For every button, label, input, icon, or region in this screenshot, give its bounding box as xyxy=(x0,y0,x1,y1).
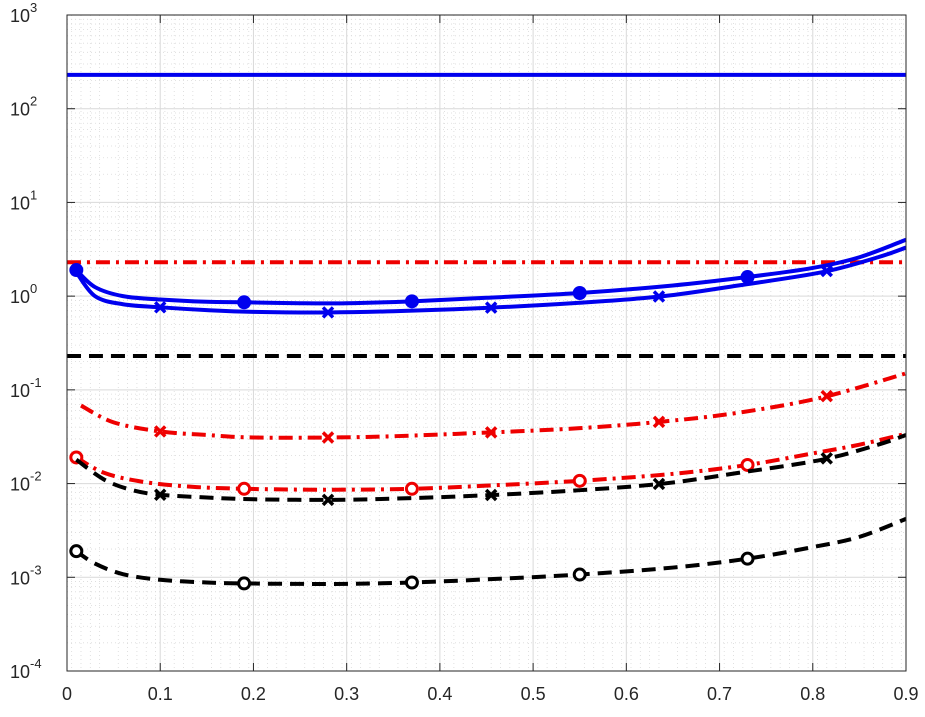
series-red-dashdot-circle-open xyxy=(69,431,907,496)
series-line xyxy=(74,237,907,306)
series-line xyxy=(74,245,907,315)
y-tick-label: 10-3 xyxy=(10,562,42,588)
x-marker xyxy=(484,426,498,439)
x-tick-label: 0.9 xyxy=(893,684,918,704)
filled-circle-marker xyxy=(237,295,252,310)
x-axis-tick-labels: 0 0.1 0.2 0.3 0.4 0.5 0.6 0.7 0.8 0.9 xyxy=(62,684,919,704)
open-circle-marker xyxy=(740,457,755,472)
axis-ticks xyxy=(66,14,907,672)
series-black-dashed-x xyxy=(75,433,907,507)
x-tick-label: 0.1 xyxy=(148,684,173,704)
y-tick-label: 101 xyxy=(10,187,37,213)
series-blue-solid-circle-filled xyxy=(69,237,907,310)
x-marker xyxy=(321,431,335,444)
open-circle-marker xyxy=(572,567,587,582)
x-tick-label: 0.4 xyxy=(427,684,452,704)
series-black-dashed-circle-open xyxy=(69,517,907,591)
filled-circle-marker xyxy=(69,263,84,278)
filled-circle-marker xyxy=(572,286,587,301)
y-tick-label: 102 xyxy=(10,94,37,120)
series-blue-solid-x xyxy=(74,245,907,319)
filled-circle-marker xyxy=(404,294,419,309)
x-marker xyxy=(321,306,335,319)
plot-frame xyxy=(66,14,907,672)
y-tick-label: 103 xyxy=(10,0,37,26)
x-marker xyxy=(484,301,498,314)
open-circle-marker xyxy=(237,576,252,591)
data-series xyxy=(67,72,907,591)
x-marker xyxy=(820,452,833,465)
x-marker xyxy=(820,264,833,278)
open-circle-marker xyxy=(740,551,755,566)
x-marker xyxy=(321,493,335,507)
x-marker xyxy=(484,488,498,502)
y-axis-tick-labels: 10-4 10-3 10-2 10-1 100 101 102 103 xyxy=(10,0,42,682)
open-circle-marker xyxy=(69,544,84,559)
plot-background xyxy=(67,15,906,671)
x-tick-label: 0.3 xyxy=(334,684,359,704)
x-marker xyxy=(153,488,167,501)
y-tick-label: 10-4 xyxy=(10,656,42,682)
series-line xyxy=(80,371,907,440)
x-tick-label: 0.8 xyxy=(800,684,825,704)
x-marker xyxy=(652,290,666,303)
x-marker xyxy=(153,301,167,314)
series-line xyxy=(75,431,907,492)
series-line xyxy=(75,433,907,502)
y-tick-label: 10-1 xyxy=(10,375,42,401)
open-circle-marker xyxy=(237,481,252,496)
x-tick-label: 0.5 xyxy=(521,684,546,704)
y-tick-label: 100 xyxy=(10,281,37,307)
x-tick-label: 0.6 xyxy=(614,684,639,704)
x-marker xyxy=(652,477,666,491)
x-tick-label: 0.7 xyxy=(707,684,732,704)
series-red-dashdot-x xyxy=(80,371,907,444)
x-marker xyxy=(153,425,167,438)
series-line xyxy=(75,517,907,587)
x-tick-label: 0.2 xyxy=(241,684,266,704)
x-marker xyxy=(820,389,833,403)
open-circle-marker xyxy=(404,481,419,496)
filled-circle-marker xyxy=(740,270,755,285)
x-marker xyxy=(652,415,666,429)
y-tick-label: 10-2 xyxy=(10,469,42,495)
open-circle-marker xyxy=(404,575,419,590)
x-tick-label: 0 xyxy=(62,684,72,704)
open-circle-marker xyxy=(572,473,587,488)
